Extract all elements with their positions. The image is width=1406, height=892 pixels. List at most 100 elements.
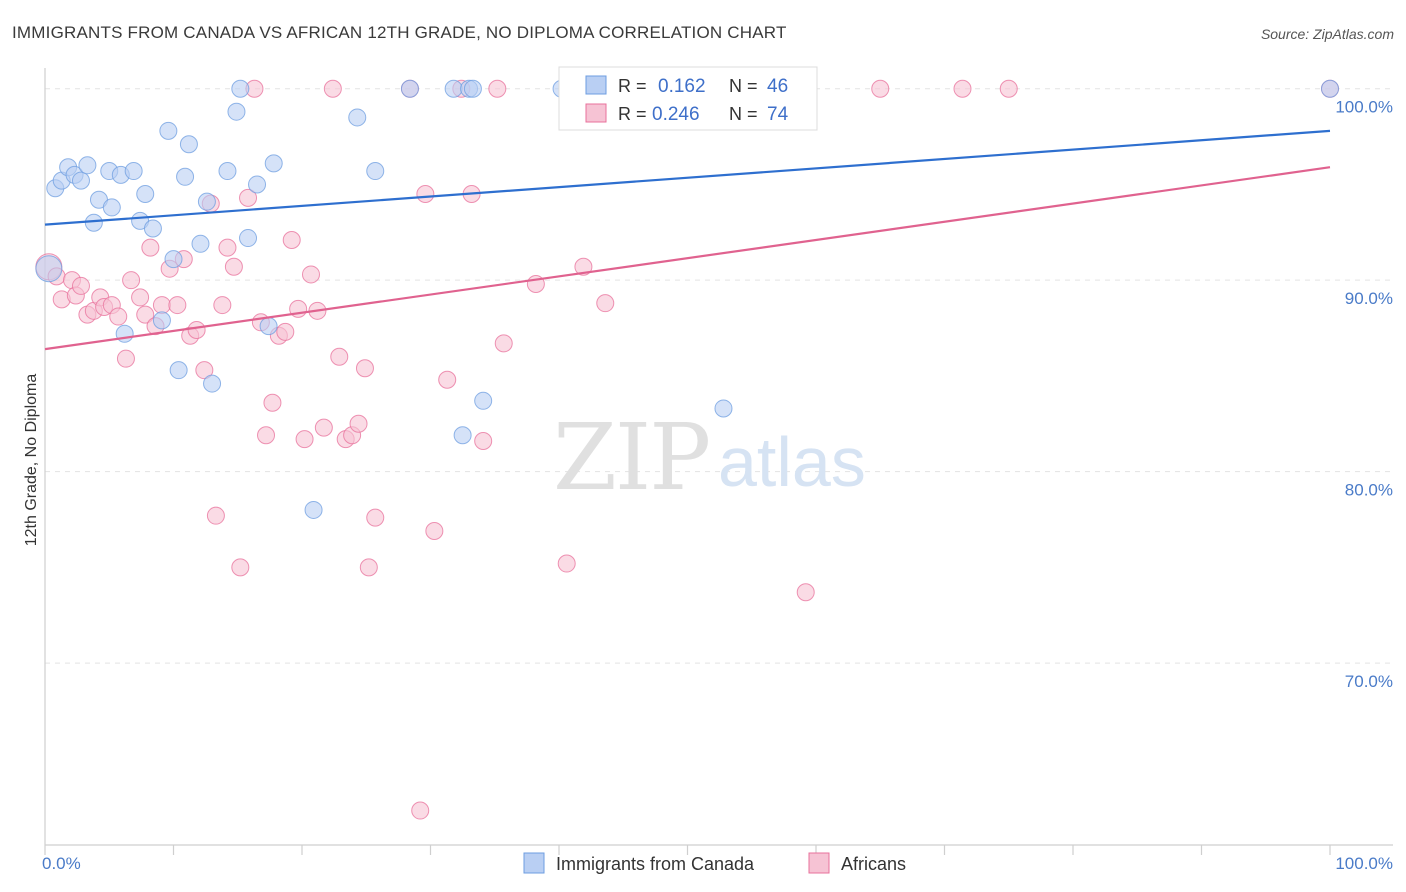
canada-point-24 [197, 192, 216, 211]
africans-point-45 [330, 347, 349, 366]
canada-point-26 [218, 162, 237, 181]
canada-point-13 [124, 162, 143, 181]
x-tick-label-0: 0.0% [42, 854, 81, 873]
africans-point-43 [314, 418, 333, 437]
africans-point-65 [596, 294, 615, 313]
africans-point-34 [257, 426, 276, 445]
canada-point-5 [71, 171, 90, 190]
stats-n-label-africans: N = [729, 104, 763, 124]
canada-point-17 [152, 311, 171, 330]
africans-point-49 [355, 359, 374, 378]
x-tick-labels: 0.0% 100.0% [42, 854, 1393, 873]
africans-point-38 [282, 230, 301, 249]
chart-title: IMMIGRANTS FROM CANADA VS AFRICAN 12TH G… [12, 23, 787, 42]
trend-lines [44, 129, 1331, 351]
africans-point-41 [301, 265, 320, 284]
canada-point-34 [348, 108, 367, 127]
legend-swatch-canada [523, 852, 545, 874]
y-tick-labels: 70.0% 80.0% 90.0% 100.0% [1335, 98, 1393, 691]
stats-row-africans: R = 0.246 N = 74 [618, 104, 789, 125]
africans-point-63 [557, 554, 576, 573]
legend-label-africans: Africans [841, 854, 906, 874]
canada-point-41 [474, 391, 493, 410]
canada-point-22 [179, 135, 198, 154]
canada-point-27 [227, 102, 246, 121]
canada-trend-line [44, 129, 1331, 226]
africans-point-14 [131, 288, 150, 307]
africans-point-11 [109, 307, 128, 326]
africans-point-60 [488, 79, 507, 98]
canada-point-45 [1321, 79, 1339, 98]
africans-point-26 [206, 506, 225, 525]
africans-point-70 [871, 79, 890, 98]
y-tick-label-3: 100.0% [1335, 98, 1393, 117]
legend: Immigrants from Canada Africans [523, 852, 906, 874]
canada-point-23 [191, 234, 210, 253]
canada-point-21 [176, 167, 195, 186]
africans-point-71 [953, 79, 972, 98]
y-tick-label-0: 70.0% [1345, 672, 1393, 691]
africans-point-18 [152, 296, 171, 315]
africans-point-44 [323, 79, 342, 98]
canada-point-25 [203, 374, 222, 393]
watermark-atlas: atlas [718, 423, 866, 501]
stats-r-value-africans: 0.246 [652, 104, 700, 125]
canada-point-16 [143, 219, 162, 238]
africans-point-37 [276, 322, 295, 341]
canada-point-7 [84, 213, 103, 232]
canada-point-18 [159, 121, 178, 140]
africans-point-59 [474, 432, 493, 451]
africans-point-13 [122, 271, 141, 290]
canada-point-32 [264, 154, 283, 173]
stats-n-value-africans: 74 [767, 104, 789, 125]
africans-point-15 [136, 305, 155, 324]
stats-r-value-canada: 0.162 [658, 76, 706, 97]
africans-point-30 [231, 558, 250, 577]
y-tick-label-1: 80.0% [1345, 481, 1393, 500]
stats-r-label-africans: R = [618, 104, 652, 124]
africans-point-23 [187, 320, 206, 339]
watermark-zip: ZIP [553, 404, 709, 511]
africans-point-50 [359, 558, 378, 577]
axes [44, 68, 1393, 855]
source-label: Source: ZipAtlas.com [1261, 26, 1394, 42]
x-tick-label-1: 100.0% [1335, 854, 1393, 873]
africans-point-31 [239, 188, 258, 207]
africans-point-51 [366, 508, 385, 527]
africans-point-16 [141, 238, 160, 257]
canada-point-29 [239, 229, 258, 248]
canada-point-31 [259, 317, 278, 336]
canada-point-30 [248, 175, 267, 194]
canada-point-33 [304, 500, 323, 519]
canada-point-6 [78, 156, 97, 175]
africans-point-56 [438, 370, 457, 389]
stats-box: R = 0.162 N = 46 R = 0.246 N = 74 [558, 66, 818, 131]
legend-label-canada: Immigrants from Canada [556, 854, 755, 874]
africans-trend-line [44, 166, 1331, 351]
canada-point-38 [453, 426, 472, 445]
africans-point-55 [425, 522, 444, 540]
canada-point-19 [164, 250, 183, 269]
africans-point-64 [574, 257, 593, 276]
stats-n-value-canada: 46 [767, 76, 788, 97]
watermark: ZIP atlas [553, 404, 866, 511]
africans-point-40 [295, 430, 314, 449]
canada-point-0 [35, 255, 63, 283]
africans-point-20 [168, 296, 187, 315]
canada-point-35 [366, 162, 385, 181]
africans-point-61 [494, 334, 513, 353]
stats-row-canada: R = 0.162 N = 46 [618, 76, 788, 97]
stats-swatch-africans [585, 103, 607, 123]
africans-point-12 [116, 349, 135, 368]
africans-point-24 [195, 361, 214, 380]
canada-point-36 [400, 79, 419, 98]
africans-point-72 [999, 79, 1018, 98]
africans-point-27 [213, 296, 232, 315]
africans-point-28 [218, 238, 237, 257]
legend-swatch-africans [808, 852, 830, 874]
y-axis-label: 12th Grade, No Diploma [23, 374, 40, 547]
africans-point-53 [411, 801, 430, 820]
stats-r-label-canada: R = [618, 76, 652, 96]
africans-point-69 [796, 583, 815, 602]
canada-point-44 [714, 399, 733, 418]
